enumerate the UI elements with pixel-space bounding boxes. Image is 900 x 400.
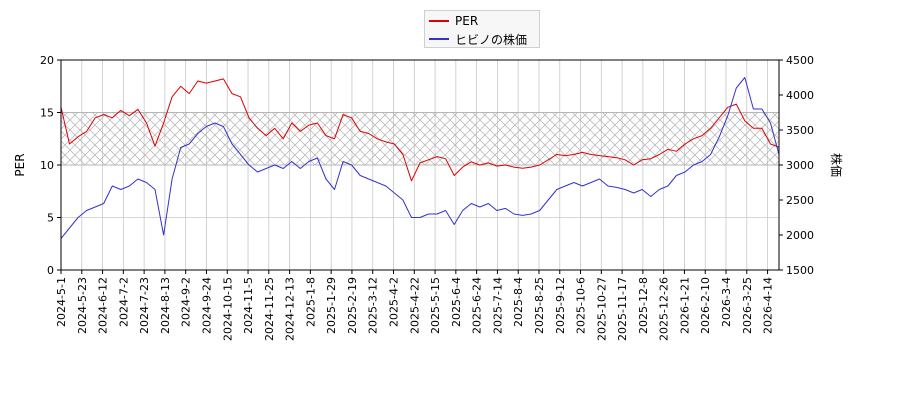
x-tick-label: 2025-8-25	[533, 277, 546, 334]
x-tick-label: 2026-3-4	[720, 277, 733, 327]
x-tick-label: 2025-1-29	[325, 277, 338, 334]
y-left-axis: 0 5 10 15 20	[40, 54, 61, 277]
x-tick-label: 2025-4-2	[388, 277, 401, 327]
legend-swatch-price	[429, 38, 449, 40]
x-tick-label: 2024-7-2	[117, 277, 130, 327]
y-left-tick-label: 10	[40, 159, 54, 172]
reference-band	[60, 112, 780, 166]
x-tick-label: 2025-8-4	[512, 277, 525, 327]
legend: PER ヒビノの株価	[424, 10, 540, 48]
y-right-tick-label: 2500	[786, 194, 814, 207]
y-right-axis: 1500 2000 2500 3000 3500 4000 4500	[779, 54, 814, 277]
x-axis: 2024-5-1 2024-5-23 2024-6-12 2024-7-2 2024-7…	[55, 270, 775, 341]
x-tick-label: 2025-10-6	[575, 277, 588, 334]
y-left-title: PER	[13, 153, 27, 176]
x-tick-label: 2024-6-12	[97, 277, 110, 334]
x-tick-label: 2025-2-19	[346, 277, 359, 334]
x-tick-label: 2024-12-13	[284, 277, 297, 341]
x-tick-label: 2025-3-12	[367, 277, 380, 334]
y-right-tick-label: 3000	[786, 159, 814, 172]
x-tick-label: 2024-9-24	[200, 277, 213, 334]
y-right-title: 株価	[829, 153, 844, 177]
x-tick-label: 2024-5-23	[76, 277, 89, 334]
y-right-tick-label: 4000	[786, 89, 814, 102]
legend-swatch-per	[429, 20, 449, 22]
x-tick-label: 2025-7-14	[491, 277, 504, 334]
x-tick-label: 2024-11-5	[242, 277, 255, 334]
x-tick-label: 2025-9-12	[554, 277, 567, 334]
legend-label-price: ヒビノの株価	[455, 32, 528, 47]
x-tick-label: 2026-2-10	[699, 277, 712, 334]
x-tick-label: 2025-6-4	[450, 277, 463, 327]
y-left-tick-label: 0	[47, 264, 54, 277]
x-tick-label: 2024-9-2	[180, 277, 193, 327]
x-tick-label: 2025-11-17	[616, 277, 629, 341]
y-left-tick-label: 5	[47, 212, 54, 225]
y-right-tick-label: 4500	[786, 54, 814, 67]
y-right-tick-label: 1500	[786, 264, 814, 277]
x-tick-label: 2024-11-25	[263, 277, 276, 341]
y-right-tick-label: 3500	[786, 124, 814, 137]
x-tick-label: 2024-10-15	[221, 277, 234, 341]
x-tick-label: 2024-7-23	[138, 277, 151, 334]
x-tick-label: 2025-10-27	[595, 277, 608, 341]
x-tick-label: 2025-12-8	[637, 277, 650, 334]
x-tick-label: 2026-1-21	[678, 277, 691, 334]
x-tick-label: 2024-5-1	[55, 277, 68, 327]
series-layer	[61, 77, 779, 239]
legend-label-per: PER	[455, 14, 479, 28]
x-tick-label: 2026-4-14	[762, 277, 775, 334]
x-tick-label: 2025-12-26	[658, 277, 671, 341]
y-left-tick-label: 20	[40, 54, 54, 67]
x-tick-label: 2024-8-13	[159, 277, 172, 334]
x-tick-label: 2025-1-8	[304, 277, 317, 327]
y-right-tick-label: 2000	[786, 229, 814, 242]
legend-item-per: PER	[429, 13, 478, 29]
x-tick-label: 2026-3-25	[741, 277, 754, 334]
x-tick-label: 2025-4-22	[408, 277, 421, 334]
price-line	[61, 77, 779, 239]
x-tick-label: 2025-5-15	[429, 277, 442, 334]
y-left-tick-label: 15	[40, 107, 54, 120]
legend-item-price: ヒビノの株価	[429, 31, 527, 47]
per-line	[61, 78, 779, 182]
x-tick-label: 2025-6-24	[471, 277, 484, 334]
